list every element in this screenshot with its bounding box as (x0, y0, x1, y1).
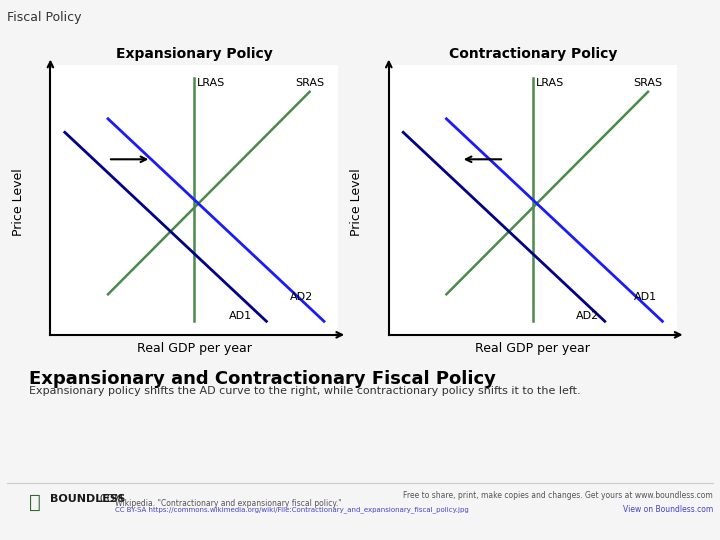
Text: Expansionary and Contractionary Fiscal Policy: Expansionary and Contractionary Fiscal P… (29, 370, 495, 388)
Text: LRAS: LRAS (536, 78, 564, 89)
Text: Expansionary policy shifts the AD curve to the right, while contractionary polic: Expansionary policy shifts the AD curve … (29, 386, 580, 396)
Text: Price Level: Price Level (12, 168, 24, 237)
Text: .COM: .COM (97, 495, 123, 504)
Text: Wikipedia. "Contractionary and expansionary fiscal policy.": Wikipedia. "Contractionary and expansion… (115, 499, 342, 508)
Text: LRAS: LRAS (197, 78, 225, 89)
Text: Real GDP per year: Real GDP per year (137, 342, 252, 355)
Text: 🌿: 🌿 (29, 492, 40, 512)
Text: SRAS: SRAS (295, 78, 324, 89)
Text: AD1: AD1 (634, 292, 657, 302)
Title: Expansionary Policy: Expansionary Policy (116, 47, 273, 61)
Text: View on Boundless.com: View on Boundless.com (623, 505, 713, 514)
Text: AD2: AD2 (289, 292, 312, 302)
Text: AD1: AD1 (229, 310, 252, 321)
Text: AD2: AD2 (576, 310, 599, 321)
Text: CC BY-SA https://commons.wikimedia.org/wiki/File:Contractionary_and_expansionary: CC BY-SA https://commons.wikimedia.org/w… (115, 506, 469, 512)
Title: Contractionary Policy: Contractionary Policy (449, 47, 617, 61)
Text: BOUNDLESS: BOUNDLESS (50, 495, 126, 504)
Text: Real GDP per year: Real GDP per year (475, 342, 590, 355)
Text: SRAS: SRAS (634, 78, 662, 89)
Text: Free to share, print, make copies and changes. Get yours at www.boundless.com: Free to share, print, make copies and ch… (403, 491, 713, 500)
Text: Price Level: Price Level (350, 168, 363, 237)
Text: Fiscal Policy: Fiscal Policy (7, 11, 81, 24)
